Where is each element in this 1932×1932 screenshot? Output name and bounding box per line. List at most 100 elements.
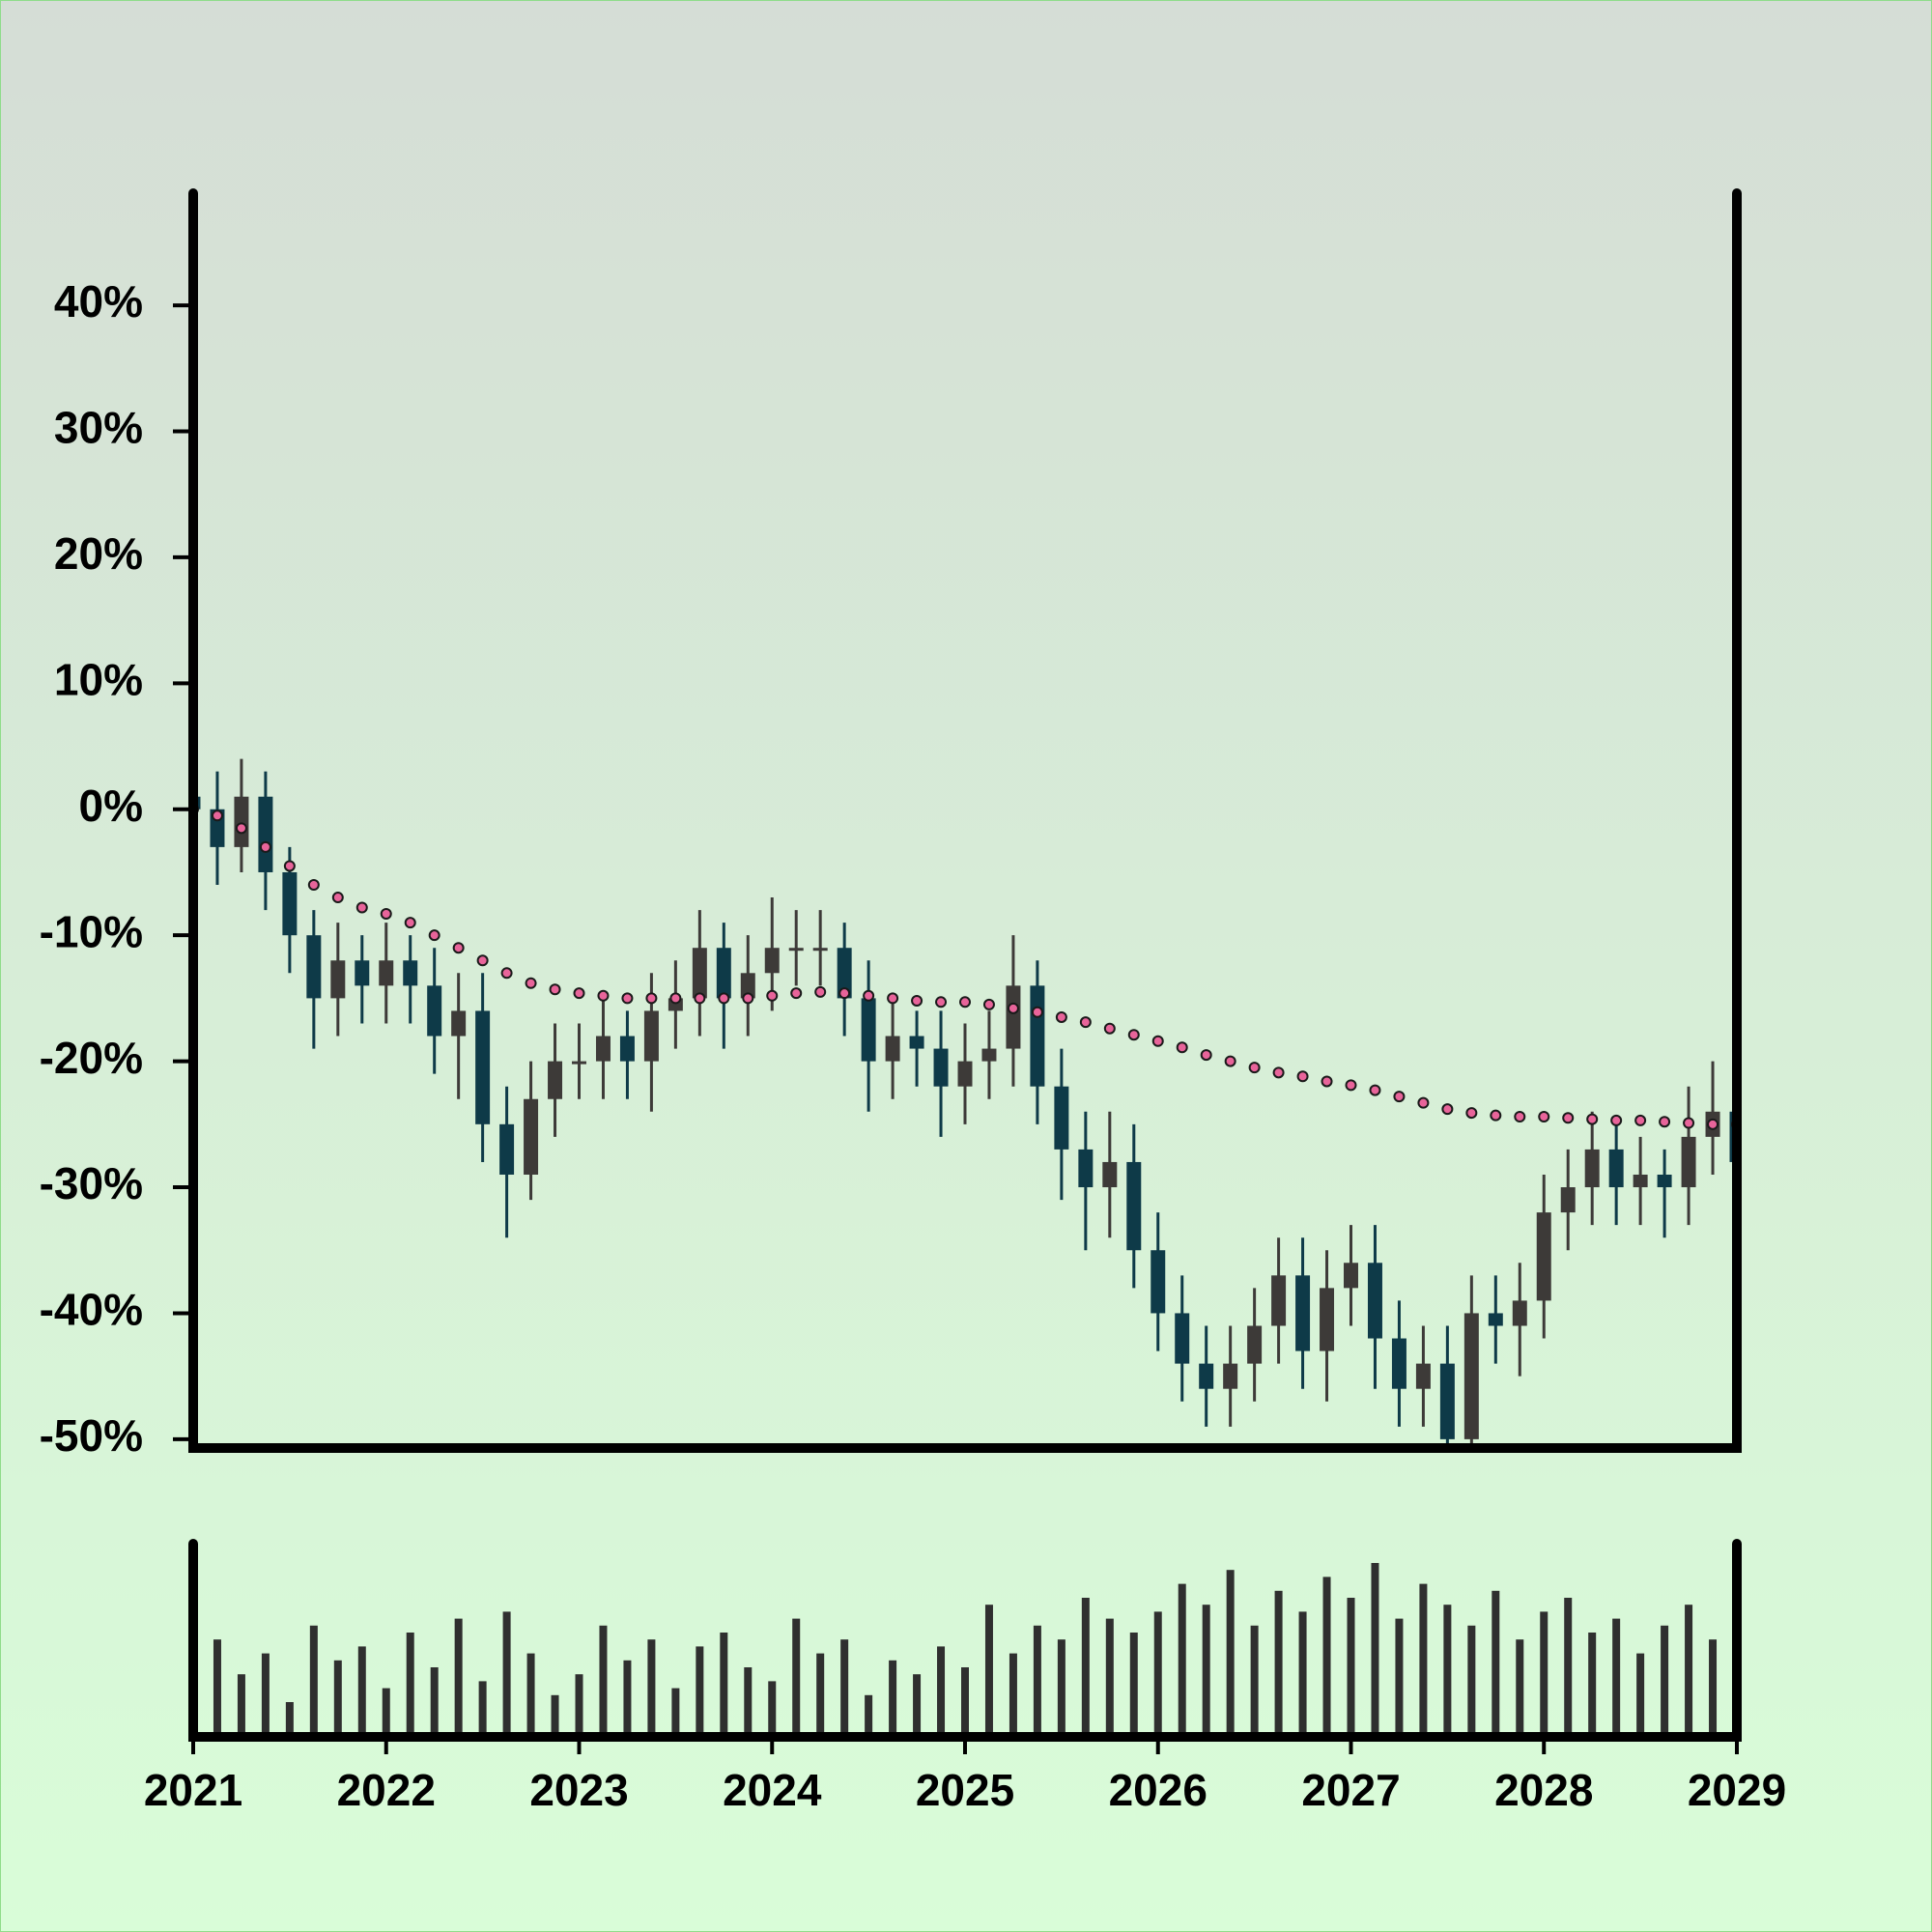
volume-bar: [502, 1611, 511, 1737]
volume-bar: [1057, 1639, 1065, 1737]
candle-body: [1199, 1363, 1214, 1389]
moving-average-point: [1683, 1117, 1695, 1129]
candle-body: [837, 948, 852, 999]
volume-bar: [1322, 1577, 1331, 1737]
axes: 40% 30% 20% 10% 0% -10% -20% -30% -40% -50% 2021 20…: [40, 188, 1786, 1815]
moving-average-point: [404, 917, 416, 929]
moving-average-point: [1369, 1084, 1381, 1096]
moving-average-point: [1417, 1096, 1430, 1109]
moving-average-point: [1490, 1109, 1502, 1122]
volume-bar: [599, 1625, 608, 1737]
moving-average-point: [1634, 1114, 1647, 1126]
x-tick-label: 2025: [916, 1765, 1014, 1815]
candle-body: [716, 948, 731, 999]
candle-body: [1030, 985, 1045, 1087]
x-tick-label: 2021: [144, 1765, 242, 1815]
candle-body: [957, 1061, 973, 1087]
candle-body: [1295, 1275, 1311, 1351]
x-tick-label: 2028: [1494, 1765, 1593, 1815]
candle-body: [1320, 1288, 1335, 1351]
moving-average-point: [1345, 1079, 1357, 1092]
candle-body: [379, 960, 394, 986]
volume-bar: [454, 1618, 463, 1737]
candle-body: [933, 1048, 949, 1087]
candle-body: [1223, 1363, 1238, 1389]
volume-bar: [984, 1605, 993, 1737]
candle-body: [1681, 1136, 1696, 1188]
moving-average-point: [1586, 1113, 1599, 1125]
x-tick-label: 2026: [1109, 1765, 1208, 1815]
volume-bar: [1516, 1639, 1524, 1737]
volume-bar: [261, 1653, 270, 1737]
x-tick-label: 2029: [1688, 1765, 1786, 1815]
candle-body: [1006, 985, 1021, 1049]
y-tick-label: 40%: [54, 276, 143, 327]
volume-bar: [1298, 1611, 1307, 1737]
moving-average-point: [621, 992, 634, 1005]
moving-average-point: [283, 860, 296, 872]
moving-average-point: [476, 954, 489, 967]
volume-bar: [1178, 1583, 1186, 1737]
volume-bar: [478, 1681, 487, 1737]
moving-average-point: [259, 840, 271, 853]
volume-bar: [1129, 1633, 1138, 1737]
moving-average-point: [766, 989, 779, 1002]
moving-average-point: [982, 998, 995, 1010]
volume-bar: [213, 1639, 221, 1737]
moving-average-point: [1441, 1103, 1454, 1116]
candle-body: [572, 1061, 586, 1065]
candle-body: [548, 1061, 563, 1099]
volume-bar: [1443, 1605, 1452, 1737]
moving-average-point: [838, 987, 851, 1000]
moving-average-point: [1296, 1070, 1309, 1083]
moving-average-point: [597, 989, 610, 1002]
moving-average-point: [1610, 1114, 1623, 1126]
volume-bar: [913, 1674, 922, 1737]
candle-body: [885, 1036, 900, 1062]
moving-average-point: [1514, 1110, 1526, 1122]
volume-bar: [333, 1660, 342, 1737]
candle-body: [1633, 1174, 1648, 1188]
candle-body: [692, 948, 707, 999]
candle-body: [1151, 1250, 1166, 1314]
volume-bar: [1492, 1590, 1500, 1737]
volume-bar: [526, 1653, 535, 1737]
candle-body: [643, 1010, 659, 1062]
volume-bar: [840, 1639, 849, 1737]
moving-average-point: [645, 992, 658, 1005]
volume-bar: [961, 1667, 969, 1737]
volume-bar: [1564, 1598, 1573, 1737]
moving-average-point: [500, 967, 513, 980]
volume-bar: [1009, 1653, 1017, 1737]
volume-bar: [1226, 1570, 1235, 1737]
y-tick-label: -40%: [40, 1285, 143, 1335]
candle-body: [1608, 1149, 1624, 1188]
moving-average-point: [1055, 1010, 1067, 1023]
candle-body: [282, 871, 298, 936]
candle-body: [1584, 1149, 1600, 1188]
volume-bar: [1081, 1598, 1090, 1737]
candle-body: [1391, 1338, 1406, 1389]
candle-body: [403, 960, 418, 986]
volume-bar: [1636, 1653, 1645, 1737]
moving-average-point: [1659, 1116, 1671, 1128]
volume-bar: [1709, 1639, 1718, 1737]
moving-average-point: [1079, 1016, 1092, 1029]
volume-bar: [623, 1660, 632, 1737]
candle-body: [1054, 1086, 1069, 1150]
volume-bar: [1540, 1611, 1548, 1737]
moving-average-point: [814, 985, 827, 998]
volume-bar: [696, 1646, 704, 1737]
moving-average-point: [549, 983, 561, 996]
moving-average-point: [307, 879, 320, 892]
moving-average-point: [694, 992, 706, 1005]
candle-body: [355, 960, 370, 986]
volume-bar: [1202, 1605, 1210, 1737]
volume-bar: [1419, 1583, 1428, 1737]
moving-average-point: [742, 992, 754, 1005]
candle-body: [1536, 1212, 1551, 1301]
volume-bar: [1033, 1625, 1041, 1737]
candle-body: [1560, 1187, 1576, 1213]
volume-bar: [889, 1660, 897, 1737]
